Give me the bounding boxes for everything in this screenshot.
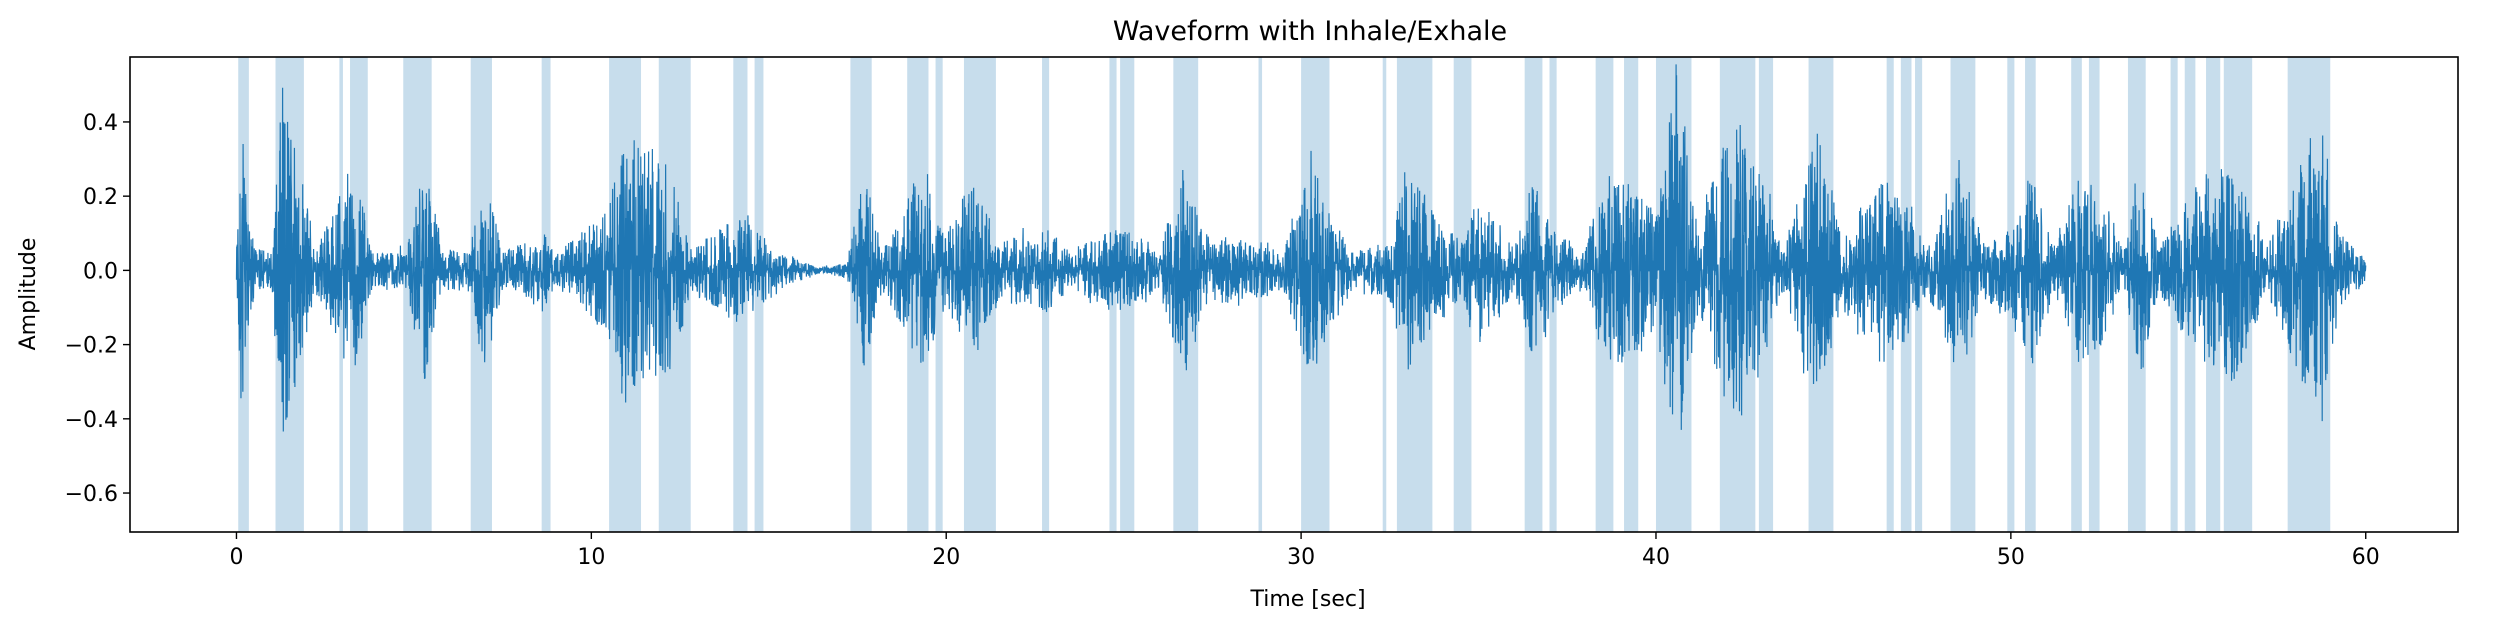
y-tick-label: −0.2 [65, 334, 118, 359]
y-axis: −0.6 −0.4 −0.2 0.0 0.2 0.4 [65, 111, 130, 507]
x-tick-label: 50 [1997, 545, 2025, 570]
chart-title: Waveform with Inhale/Exhale [1113, 16, 1507, 47]
waveform-series [235, 64, 2367, 432]
inhale-exhale-span [1382, 57, 1387, 532]
inhale-exhale-span [2170, 57, 2178, 532]
x-axis-label: Time [sec] [1249, 587, 1365, 612]
inhale-exhale-span [1524, 57, 1543, 532]
inhale-exhale-span [1624, 57, 1639, 532]
waveform-line [235, 64, 2367, 432]
y-tick-label: 0.0 [83, 259, 118, 284]
y-tick-label: −0.6 [65, 482, 118, 507]
y-tick-label: −0.4 [65, 408, 118, 433]
x-tick-label: 40 [1642, 545, 1670, 570]
inhale-exhale-span [1258, 57, 1263, 532]
inhale-exhale-span [1453, 57, 1472, 532]
x-tick-label: 60 [2352, 545, 2380, 570]
plot-frame [129, 56, 2459, 533]
x-axis: 0 10 20 30 40 50 60 [229, 532, 2380, 570]
inhale-exhale-span [2025, 57, 2036, 532]
y-tick-label: 0.2 [83, 185, 118, 210]
inhale-exhale-span [1109, 57, 1117, 532]
inhale-exhale-span [935, 57, 943, 532]
inhale-exhale-span [754, 57, 764, 532]
y-axis-label: Amplitude [16, 238, 41, 351]
inhale-exhale-span [238, 57, 249, 532]
x-tick-label: 30 [1287, 545, 1315, 570]
y-tick-label: 0.4 [83, 111, 118, 136]
x-tick-label: 10 [577, 545, 605, 570]
x-tick-label: 0 [229, 545, 243, 570]
x-tick-label: 20 [932, 545, 960, 570]
